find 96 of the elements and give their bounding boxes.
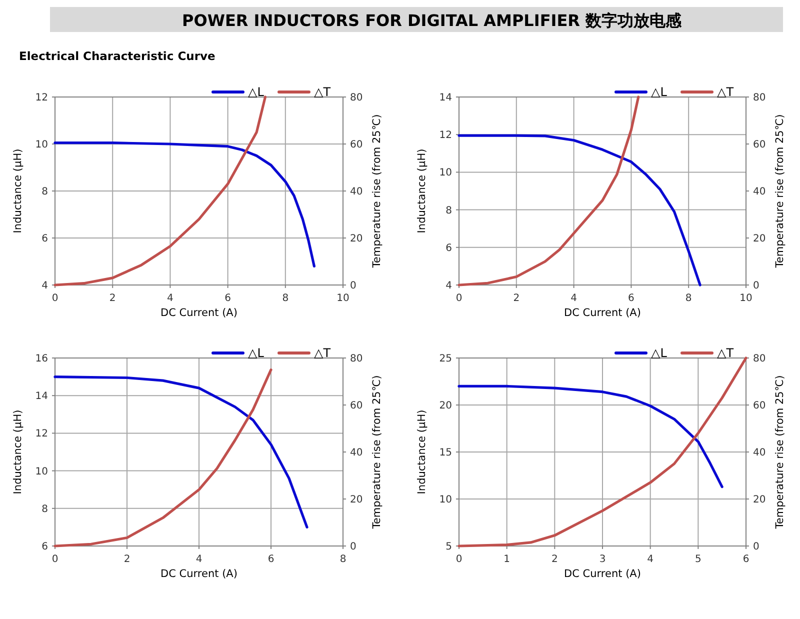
y2-tick-label: 40 (753, 448, 766, 458)
y2-axis-title: Temperature rise (from 25℃) (774, 375, 786, 530)
x-tick-label: 0 (456, 293, 462, 304)
x-axis-title: DC Current (A) (160, 568, 238, 580)
y2-axis-title: Temperature rise (from 25℃) (371, 114, 383, 269)
y-tick-label: 6 (446, 242, 452, 254)
y-tick-label: 8 (42, 504, 48, 515)
line-series (458, 134, 702, 286)
y-tick-label: 8 (42, 186, 48, 198)
y-tick-label: 4 (42, 280, 48, 292)
text: Electrical Characteristic Curve (19, 49, 216, 63)
x-tick-label: 2 (109, 293, 116, 304)
y-tick-label: 6 (42, 542, 48, 552)
legend-label: △T (717, 346, 734, 360)
x-tick-label: 0 (456, 554, 462, 565)
y2-tick-label: 80 (753, 354, 766, 364)
line-series (54, 142, 316, 268)
y-tick-label: 14 (35, 391, 48, 402)
x-tick-label: 0 (52, 554, 58, 565)
y2-axis-title: Temperature rise (from 25℃) (371, 375, 383, 530)
y2-tick-label: 40 (350, 186, 363, 198)
x-tick-label: 10 (740, 293, 752, 304)
y-tick-label: 20 (439, 400, 452, 412)
y2-tick-label: 60 (350, 140, 363, 150)
line-series (458, 96, 640, 286)
x-tick-label: 4 (570, 293, 577, 304)
x-tick-label: 4 (196, 554, 202, 565)
legend-label: △L (248, 346, 264, 360)
y2-tick-label: 0 (753, 542, 760, 552)
y2-tick-label: 60 (753, 140, 766, 150)
legend-label: △L (248, 85, 264, 99)
legend-label: △T (314, 85, 332, 99)
line-series (54, 368, 272, 548)
y2-tick-label: 60 (350, 400, 363, 412)
y2-tick-label: 80 (350, 354, 363, 364)
y-tick-label: 10 (439, 494, 452, 506)
y-axis-title: Inductance (μH) (12, 148, 24, 234)
x-tick-label: 8 (282, 293, 289, 304)
line-series (458, 384, 724, 488)
x-tick-label: 6 (224, 293, 231, 304)
x-tick-label: 6 (268, 554, 274, 565)
y-tick-label: 14 (439, 92, 452, 104)
y2-tick-label: 20 (350, 234, 363, 244)
legend-label: △L (651, 85, 668, 99)
y-tick-label: 15 (439, 448, 452, 458)
x-tick-label: 6 (742, 554, 750, 565)
x-tick-label: 4 (167, 293, 174, 304)
y-tick-label: 12 (35, 428, 48, 440)
y-tick-label: 12 (35, 92, 48, 104)
y-tick-label: 5 (446, 542, 452, 552)
y-tick-label: 12 (439, 130, 452, 142)
line-series (458, 356, 748, 548)
x-tick-label: 0 (52, 293, 58, 304)
text: POWER INDUCTORS FOR DIGITAL AMPLIFIER 数字功放电感 (182, 11, 683, 30)
x-tick-label: 3 (599, 554, 606, 565)
y2-tick-label: 0 (753, 280, 760, 292)
y2-tick-label: 40 (350, 448, 363, 458)
y2-tick-label: 0 (350, 280, 356, 292)
y-axis-title: Inductance (μH) (416, 148, 428, 234)
y-axis-title: Inductance (μH) (12, 410, 24, 494)
y-tick-label: 10 (35, 140, 48, 150)
x-tick-label: 2 (551, 554, 558, 565)
y2-tick-label: 0 (350, 542, 356, 552)
x-axis-title: DC Current (A) (564, 568, 641, 580)
y2-tick-label: 40 (753, 186, 766, 198)
y-tick-label: 6 (42, 234, 48, 244)
y-tick-label: 10 (439, 168, 452, 179)
x-tick-label: 6 (628, 293, 634, 304)
x-tick-label: 8 (685, 293, 692, 304)
x-axis-title: DC Current (A) (160, 307, 238, 319)
y2-axis-title: Temperature rise (from 25℃) (774, 114, 786, 269)
y-tick-label: 16 (35, 354, 48, 364)
y-axis-title: Inductance (μH) (416, 410, 428, 494)
y2-tick-label: 60 (753, 400, 766, 412)
y2-tick-label: 20 (350, 494, 363, 506)
y-tick-label: 4 (446, 280, 452, 292)
y-tick-label: 8 (446, 205, 452, 216)
x-tick-label: 2 (124, 554, 130, 565)
x-tick-label: 2 (513, 293, 520, 304)
y2-tick-label: 20 (753, 494, 766, 506)
x-tick-label: 1 (504, 554, 510, 565)
y2-tick-label: 80 (350, 92, 363, 104)
x-tick-label: 8 (340, 554, 346, 565)
legend-label: △T (314, 346, 332, 360)
x-tick-label: 10 (336, 293, 350, 304)
y-tick-label: 10 (35, 466, 48, 478)
y2-tick-label: 20 (753, 234, 766, 244)
y2-tick-label: 80 (753, 92, 766, 104)
legend-label: △T (717, 85, 734, 99)
line-series (54, 96, 267, 286)
legend-label: △L (651, 346, 668, 360)
line-series (54, 376, 308, 528)
x-tick-label: 5 (694, 554, 702, 565)
x-axis-title: DC Current (A) (564, 307, 641, 319)
x-tick-label: 4 (647, 554, 654, 565)
y-tick-label: 25 (439, 354, 452, 364)
